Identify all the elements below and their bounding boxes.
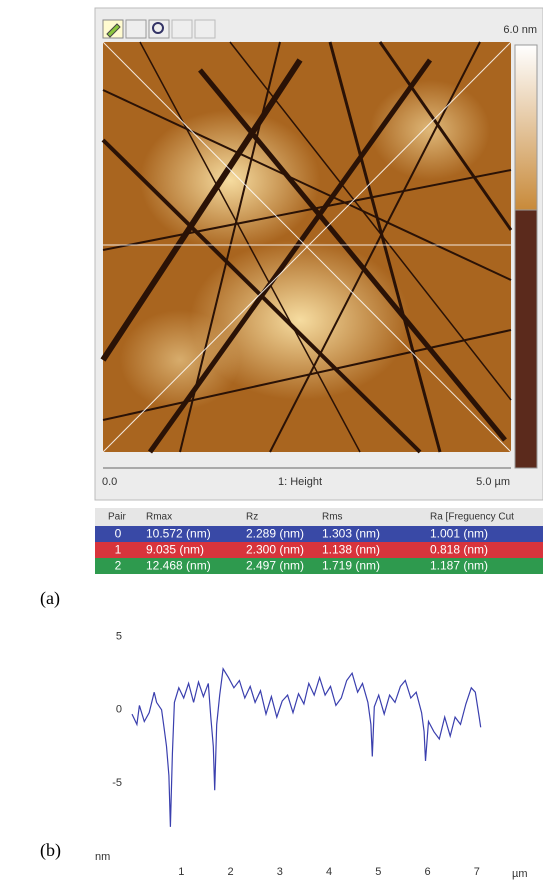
tool-button[interactable] <box>126 20 146 38</box>
y-tick-label: 0 <box>116 704 122 716</box>
table-cell: 0.818 (nm) <box>430 543 488 557</box>
column-header: Pair <box>108 512 126 523</box>
column-header: Ra [Freguency Cut <box>430 512 514 523</box>
table-cell: 10.572 (nm) <box>146 527 211 541</box>
color-bar <box>515 45 537 468</box>
y-tick-label: 5 <box>116 631 122 643</box>
x-tick-label: 7 <box>474 866 480 878</box>
column-header: Rz <box>246 512 258 523</box>
table-cell: 1.001 (nm) <box>430 527 488 541</box>
column-header: Rms <box>322 512 343 523</box>
x-tick-label: 6 <box>424 866 430 878</box>
table-cell: 2.497 (nm) <box>246 559 304 573</box>
panel-label: (b) <box>40 840 61 861</box>
x-axis-label: µm <box>512 868 528 880</box>
table-cell: 1.187 (nm) <box>430 559 488 573</box>
x-tick-label: 5 <box>375 866 381 878</box>
x-tick-label: 1 <box>178 866 184 878</box>
x-tick-label: 3 <box>277 866 283 878</box>
profile-line <box>132 669 481 827</box>
table-cell: 1.303 (nm) <box>322 527 380 541</box>
afm-image <box>103 42 511 452</box>
tool-button[interactable] <box>172 20 192 38</box>
table-cell: 9.035 (nm) <box>146 543 204 557</box>
toolbar <box>103 20 215 38</box>
column-header: Rmax <box>146 512 172 523</box>
table-cell: 12.468 (nm) <box>146 559 211 573</box>
table-cell: 1 <box>115 543 122 557</box>
table-cell: 0 <box>115 527 122 541</box>
scan-end: 5.0 µm <box>476 476 510 488</box>
table-cell: 2 <box>115 559 122 573</box>
table-cell: 1.138 (nm) <box>322 543 380 557</box>
scale-max: 6.0 nm <box>503 24 537 36</box>
x-tick-label: 2 <box>227 866 233 878</box>
table-cell: 2.289 (nm) <box>246 527 304 541</box>
channel-label: 1: Height <box>278 476 322 488</box>
figure: 6.0 nm 0.0 1: Height 5.0 µm Pair Rmax Rz Rm… <box>0 0 543 888</box>
y-tick-label: -5 <box>112 777 122 789</box>
x-tick-label: 4 <box>326 866 332 878</box>
table-cell: 2.300 (nm) <box>246 543 304 557</box>
panel-label: (a) <box>40 588 60 609</box>
table-cell: 1.719 (nm) <box>322 559 380 573</box>
y-axis-label: nm <box>95 851 110 863</box>
scan-start: 0.0 <box>102 476 117 488</box>
tool-button[interactable] <box>195 20 215 38</box>
